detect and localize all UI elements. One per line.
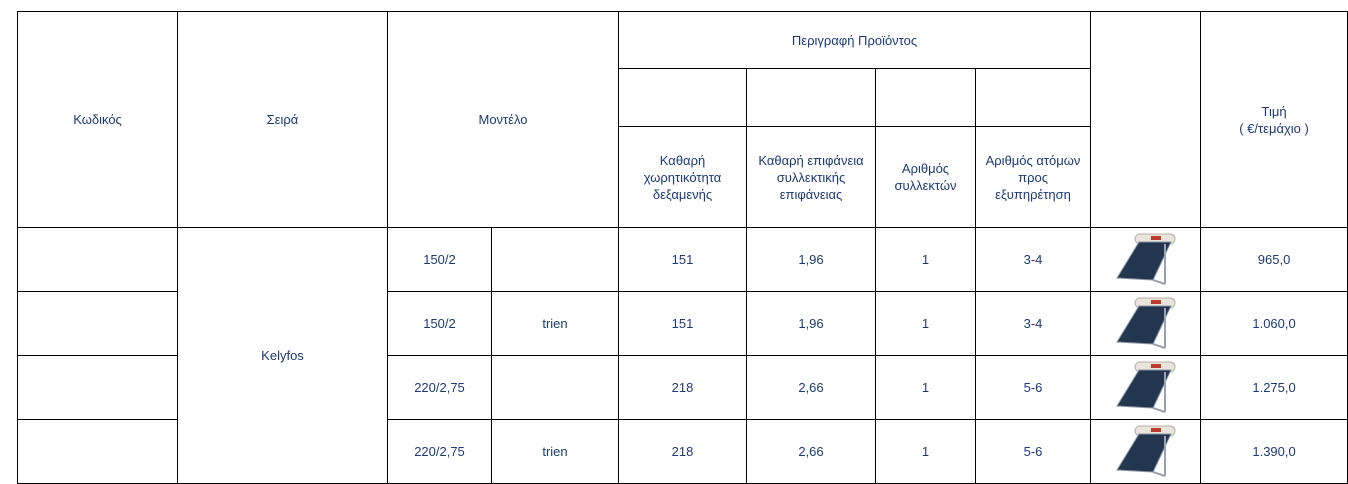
- model-cell: 220/2,75: [388, 356, 492, 420]
- empty-cell: [876, 69, 976, 127]
- collectors-cell: 1: [876, 420, 976, 484]
- tank-label: [1151, 428, 1161, 432]
- description-header: Περιγραφή Προϊόντος: [619, 12, 1091, 69]
- tank-label: [1151, 364, 1161, 368]
- collectors-cell: 1: [876, 356, 976, 420]
- capacity-cell: 151: [619, 292, 747, 356]
- model-header: Μοντέλο: [388, 12, 619, 228]
- variant-cell: trien: [492, 420, 619, 484]
- area-cell: 2,66: [747, 356, 876, 420]
- price-cell: 1.275,0: [1201, 356, 1348, 420]
- empty-cell: [619, 69, 747, 127]
- tank-label: [1151, 236, 1161, 240]
- leg: [1153, 408, 1165, 412]
- area-header: Καθαρή επιφάνεια συλλεκτικής επιφάνειας: [747, 127, 876, 228]
- solar-heater-icon: [1113, 358, 1179, 414]
- code-header: Κωδικός: [18, 12, 178, 228]
- series-cell: Kelyfos: [178, 228, 388, 484]
- price-header-line: Τιμή: [1207, 103, 1341, 120]
- persons-cell: 5-6: [976, 356, 1091, 420]
- price-header-line: ( €/τεμάχιο ): [1207, 120, 1341, 137]
- collector: [1117, 370, 1171, 408]
- table-header: Κωδικός Σειρά Μοντέλο Περιγραφή Προϊόντο…: [18, 12, 1348, 228]
- variant-cell: trien: [492, 292, 619, 356]
- collectors-cell: 1: [876, 228, 976, 292]
- series-header: Σειρά: [178, 12, 388, 228]
- area-cell: 1,96: [747, 292, 876, 356]
- leg: [1153, 280, 1165, 284]
- page: Κωδικός Σειρά Μοντέλο Περιγραφή Προϊόντο…: [0, 0, 1348, 475]
- price-cell: 965,0: [1201, 228, 1348, 292]
- solar-heater-icon: [1113, 230, 1179, 286]
- persons-header: Αριθμός ατόμων προς εξυπηρέτηση: [976, 127, 1091, 228]
- variant-cell: [492, 228, 619, 292]
- persons-cell: 5-6: [976, 420, 1091, 484]
- image-cell: [1091, 228, 1201, 292]
- persons-cell: 3-4: [976, 228, 1091, 292]
- code-cell: [18, 292, 178, 356]
- area-cell: 2,66: [747, 420, 876, 484]
- capacity-cell: 151: [619, 228, 747, 292]
- capacity-cell: 218: [619, 420, 747, 484]
- solar-heater-icon: [1113, 294, 1179, 350]
- collector: [1117, 434, 1171, 472]
- leg: [1153, 344, 1165, 348]
- code-cell: [18, 420, 178, 484]
- model-cell: 150/2: [388, 292, 492, 356]
- price-header: Τιμή ( €/τεμάχιο ): [1201, 12, 1348, 228]
- model-cell: 220/2,75: [388, 420, 492, 484]
- image-header: [1091, 12, 1201, 228]
- model-cell: 150/2: [388, 228, 492, 292]
- code-cell: [18, 356, 178, 420]
- solar-heater-icon: [1113, 422, 1179, 478]
- collectors-cell: 1: [876, 292, 976, 356]
- empty-cell: [976, 69, 1091, 127]
- image-cell: [1091, 292, 1201, 356]
- empty-cell: [747, 69, 876, 127]
- capacity-cell: 218: [619, 356, 747, 420]
- collector: [1117, 306, 1171, 344]
- variant-cell: [492, 356, 619, 420]
- collector: [1117, 242, 1171, 280]
- capacity-header: Καθαρή χωρητικότητα δεξαμενής: [619, 127, 747, 228]
- image-cell: [1091, 356, 1201, 420]
- persons-cell: 3-4: [976, 292, 1091, 356]
- collectors-header: Αριθμός συλλεκτών: [876, 127, 976, 228]
- area-cell: 1,96: [747, 228, 876, 292]
- image-cell: [1091, 420, 1201, 484]
- tank-label: [1151, 300, 1161, 304]
- price-cell: 1.390,0: [1201, 420, 1348, 484]
- price-cell: 1.060,0: [1201, 292, 1348, 356]
- product-table: Κωδικός Σειρά Μοντέλο Περιγραφή Προϊόντο…: [17, 11, 1348, 484]
- code-cell: [18, 228, 178, 292]
